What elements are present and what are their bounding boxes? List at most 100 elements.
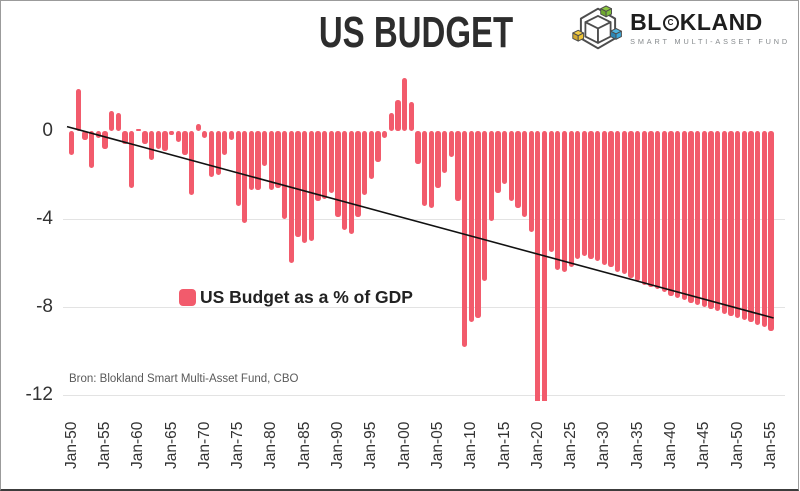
bar-2050: [735, 131, 741, 318]
bar-1952: [82, 131, 88, 140]
bar-1979: [262, 131, 268, 167]
bar-2010: [468, 131, 474, 323]
bar-2016: [508, 131, 514, 202]
x-tick-label-9: Jan-95: [362, 421, 380, 469]
bar-2029: [595, 131, 601, 261]
bars-layer: [1, 1, 798, 401]
logo-text-block: BL C KLAND SMART MULTI-ASSET FUND: [630, 11, 790, 47]
bar-2023: [555, 131, 561, 270]
bar-2030: [601, 131, 608, 266]
bar-1959: [128, 131, 135, 189]
bar-1983: [288, 131, 295, 263]
logo-wordmark-post: KLAND: [679, 9, 763, 35]
bar-2048: [721, 131, 727, 314]
x-tick-label-6: Jan-80: [262, 421, 280, 469]
bar-1962: [148, 131, 155, 160]
bar-1957: [115, 113, 121, 131]
bar-2026: [575, 131, 581, 259]
bar-1976: [242, 131, 248, 224]
logo-cube-icon: [572, 5, 623, 50]
bar-2039: [661, 131, 668, 292]
bar-1958: [122, 131, 128, 145]
bar-2027: [581, 131, 588, 257]
bar-2032: [615, 131, 621, 272]
bar-2054: [761, 131, 767, 327]
bar-1975: [235, 131, 241, 206]
bar-1993: [355, 131, 361, 217]
bar-1985: [302, 131, 308, 244]
bar-1956: [108, 111, 115, 131]
bar-2033: [621, 131, 628, 274]
y-tick-label: -4: [36, 208, 53, 229]
bar-1994: [362, 131, 368, 195]
bar-2046: [708, 131, 714, 310]
blue-cube: [610, 28, 623, 40]
bar-2035: [635, 131, 641, 281]
bar-2024: [561, 131, 568, 272]
bar-2013: [488, 131, 494, 222]
bar-2043: [688, 131, 694, 303]
x-tick-label-0: Jan-50: [62, 421, 80, 469]
bar-2012: [481, 131, 488, 281]
bar-1997: [382, 131, 388, 138]
bar-2022: [548, 131, 554, 252]
y-tick-label: -12: [25, 384, 53, 405]
bar-1967: [182, 131, 188, 156]
bar-1972: [215, 131, 221, 175]
bar-1992: [348, 131, 355, 235]
bar-1999: [395, 100, 401, 131]
bar-2001: [408, 102, 414, 131]
bar-1968: [188, 131, 195, 195]
bar-2015: [501, 131, 508, 184]
bar-1988: [322, 131, 328, 200]
bar-2049: [728, 131, 734, 316]
bar-1973: [222, 131, 228, 156]
bar-1953: [88, 131, 95, 169]
bar-1996: [375, 131, 381, 162]
bar-2042: [681, 131, 688, 301]
x-tick-label-21: Jan-55: [761, 421, 779, 469]
bar-1966: [175, 131, 181, 142]
yellow-cube: [572, 29, 585, 42]
bar-2021: [541, 131, 548, 401]
bar-1970: [202, 131, 208, 138]
bar-1965: [168, 131, 175, 136]
bar-2020: [535, 131, 541, 401]
bar-2052: [748, 131, 754, 323]
bar-1998: [388, 113, 394, 131]
x-tick-label-15: Jan-25: [562, 421, 580, 469]
bar-2034: [628, 131, 634, 279]
x-tick-label-2: Jan-60: [129, 421, 147, 469]
bar-2009: [461, 131, 468, 347]
bar-1982: [282, 131, 288, 219]
company-logo: BL C KLAND SMART MULTI-ASSET FUND: [571, 5, 790, 52]
bar-1980: [268, 131, 275, 191]
bar-2018: [521, 131, 528, 217]
bar-1964: [162, 131, 168, 151]
x-tick-label-20: Jan-50: [728, 421, 746, 469]
logo-subtitle: SMART MULTI-ASSET FUND: [630, 37, 790, 46]
bar-2002: [415, 131, 421, 164]
bar-1954: [95, 131, 101, 138]
x-tick-label-14: Jan-20: [528, 421, 546, 469]
x-tick-label-3: Jan-65: [162, 421, 180, 469]
bar-1987: [315, 131, 321, 202]
x-tick-label-8: Jan-90: [329, 421, 347, 469]
bar-2000: [402, 78, 408, 131]
bar-2044: [695, 131, 701, 305]
bar-2031: [608, 131, 614, 268]
bar-1951: [75, 89, 81, 131]
bar-2005: [435, 131, 441, 189]
bar-2038: [655, 131, 661, 290]
bar-1969: [195, 124, 201, 131]
logo-wordmark: BL C KLAND: [630, 11, 790, 34]
bar-2037: [648, 131, 654, 288]
x-tick-label-1: Jan-55: [95, 421, 113, 469]
x-tick-label-4: Jan-70: [195, 421, 213, 469]
logo-wordmark-pre: BL: [630, 9, 662, 35]
x-tick-label-18: Jan-40: [662, 421, 680, 469]
bar-2040: [668, 131, 674, 296]
bar-1961: [142, 131, 148, 145]
y-tick-label: -8: [36, 296, 53, 317]
bar-2003: [421, 131, 428, 206]
